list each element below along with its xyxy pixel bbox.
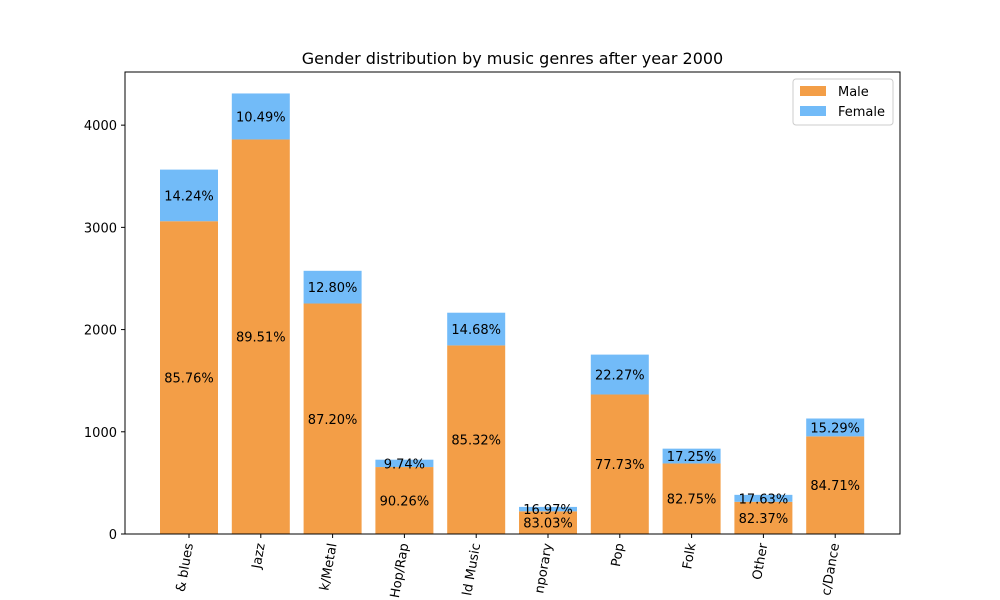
bar-female: [662, 448, 721, 464]
bar-female: [375, 459, 434, 468]
x-tick-label: Folk: [680, 542, 699, 571]
bar-male: [519, 511, 577, 534]
bar-female: [734, 494, 793, 502]
bar-female: [806, 418, 865, 437]
data-label-male: 90.26%: [380, 495, 430, 510]
bar-female: [590, 354, 649, 395]
legend: Male Female: [792, 78, 894, 126]
data-label-female: 12.80%: [308, 281, 358, 296]
legend-label-female: Female: [838, 105, 885, 120]
bar-male: [160, 221, 218, 534]
data-label-female: 14.68%: [451, 323, 501, 338]
bar-male: [375, 467, 434, 534]
bar-male: [806, 436, 865, 534]
y-tick-label: 2000: [84, 324, 117, 339]
x-tick-label: Jazz: [249, 542, 268, 571]
data-label-female: 10.49%: [236, 110, 286, 125]
y-tick-label: 1000: [84, 426, 117, 441]
data-label-female: 17.25%: [667, 450, 717, 465]
bar-male: [303, 303, 362, 534]
y-tick-label: 3000: [84, 221, 117, 236]
bar-male: [662, 463, 721, 534]
bar-male: [447, 345, 506, 534]
data-label-female: 15.29%: [810, 421, 860, 436]
data-label-male: 89.51%: [236, 331, 286, 346]
bar-female: [160, 169, 218, 222]
plot-frame: [124, 71, 901, 535]
legend-swatch-female: [800, 106, 826, 116]
x-tick-label: Other: [750, 541, 771, 581]
y-tick-label: 4000: [84, 119, 117, 134]
bars-group: [160, 93, 865, 534]
bar-male: [734, 501, 793, 534]
y-tick-label: 0: [109, 528, 117, 543]
data-label-female: 17.63%: [739, 492, 789, 507]
bar-labels-group: 85.76% 14.24% 89.51% 10.49% 87.20% 12.80% 90.2…: [164, 110, 860, 531]
data-label-female: 9.74%: [384, 457, 425, 472]
data-label-male: 82.75%: [667, 493, 717, 508]
data-label-female: 14.24%: [164, 189, 214, 204]
data-label-male: 84.71%: [810, 479, 860, 494]
data-label-male: 77.73%: [595, 458, 645, 473]
legend-swatch-male: [800, 86, 826, 96]
data-label-male: 85.32%: [451, 434, 501, 449]
y-axis: 0 1000 2000 3000 4000: [84, 119, 125, 543]
legend-label-male: Male: [838, 85, 869, 100]
bar-male: [590, 394, 649, 534]
data-label-male: 82.37%: [739, 512, 789, 527]
chart-title: Gender distribution by music genres afte…: [302, 49, 723, 68]
bar-male: [231, 139, 290, 534]
data-label-male: 83.03%: [523, 517, 573, 532]
bar-female: [519, 506, 577, 512]
bar-female: [231, 93, 290, 140]
data-label-female: 16.97%: [523, 503, 573, 518]
data-label-female: 22.27%: [595, 369, 645, 384]
bar-female: [447, 312, 506, 346]
bar-female: [303, 270, 362, 304]
data-label-male: 87.20%: [308, 413, 358, 428]
data-label-male: 85.76%: [164, 372, 214, 387]
x-tick-label: Pop: [609, 542, 628, 568]
